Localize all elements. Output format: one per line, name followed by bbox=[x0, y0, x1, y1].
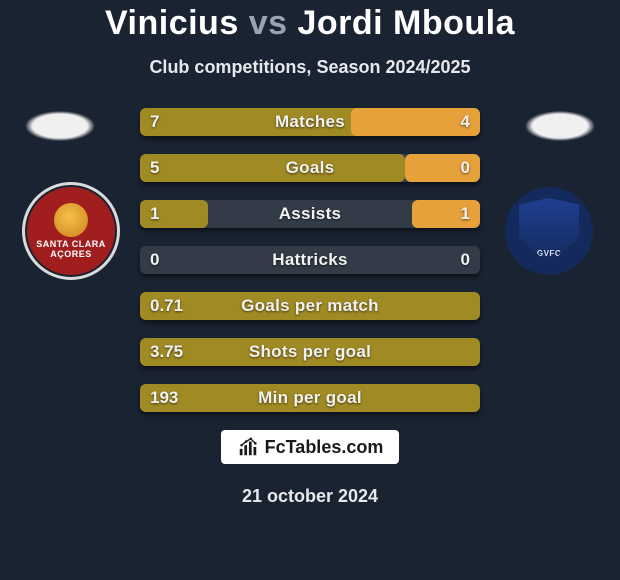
chart-icon bbox=[237, 436, 259, 458]
brand-box[interactable]: FcTables.com bbox=[221, 430, 400, 464]
vs-separator: vs bbox=[249, 4, 288, 42]
stat-value-right: 1 bbox=[451, 200, 480, 228]
stat-label: Matches bbox=[140, 108, 480, 136]
subtitle: Club competitions, Season 2024/2025 bbox=[0, 57, 620, 78]
stat-bars: Matches74Goals50Assists11Hattricks00Goal… bbox=[140, 108, 480, 412]
player1-club-badge: SANTA CLARA AÇORES bbox=[22, 182, 120, 280]
stat-value-left: 0 bbox=[140, 246, 169, 274]
stat-label: Goals bbox=[140, 154, 480, 182]
stat-value-left: 5 bbox=[140, 154, 169, 182]
stat-row: Goals per match0.71 bbox=[140, 292, 480, 320]
stat-row: Min per goal193 bbox=[140, 384, 480, 412]
comparison-stage: SANTA CLARA AÇORES GVFC Matches7 4 Goals5 0… bbox=[0, 108, 620, 412]
player2-club-badge: GVFC bbox=[500, 182, 598, 280]
stat-value-right: 0 bbox=[451, 154, 480, 182]
player1-name: Vinicius bbox=[105, 4, 239, 42]
stat-row: Goals5 0 bbox=[140, 154, 480, 182]
stat-value-left: 3.75 bbox=[140, 338, 193, 366]
stat-row: Shots per goal3.75 bbox=[140, 338, 480, 366]
player2-name: Jordi Mboula bbox=[297, 4, 515, 42]
stat-value-left: 1 bbox=[140, 200, 169, 228]
stat-label: Hattricks bbox=[140, 246, 480, 274]
player1-silhouette bbox=[10, 108, 110, 144]
brand-text: FcTables.com bbox=[265, 437, 384, 458]
badge-inner: GVFC bbox=[505, 187, 593, 275]
stat-row: Hattricks0 0 bbox=[140, 246, 480, 274]
stat-label: Min per goal bbox=[140, 384, 480, 412]
stat-row: Matches7 4 bbox=[140, 108, 480, 136]
stat-label: Assists bbox=[140, 200, 480, 228]
stat-value-right: 0 bbox=[451, 246, 480, 274]
stat-value-left: 7 bbox=[140, 108, 169, 136]
stat-value-right: 4 bbox=[451, 108, 480, 136]
page-title: Vinicius vs Jordi Mboula bbox=[0, 4, 620, 43]
badge-label: GVFC bbox=[537, 249, 561, 258]
player2-silhouette bbox=[510, 108, 610, 144]
header: Vinicius vs Jordi Mboula Club competitio… bbox=[0, 0, 620, 78]
stat-value-left: 193 bbox=[140, 384, 188, 412]
stat-row: Assists1 1 bbox=[140, 200, 480, 228]
stat-value-left: 0.71 bbox=[140, 292, 193, 320]
shield-icon: GVFC bbox=[519, 198, 579, 264]
date-text: 21 october 2024 bbox=[0, 486, 620, 507]
footer: FcTables.com 21 october 2024 bbox=[0, 430, 620, 507]
badge-ring bbox=[22, 182, 120, 280]
